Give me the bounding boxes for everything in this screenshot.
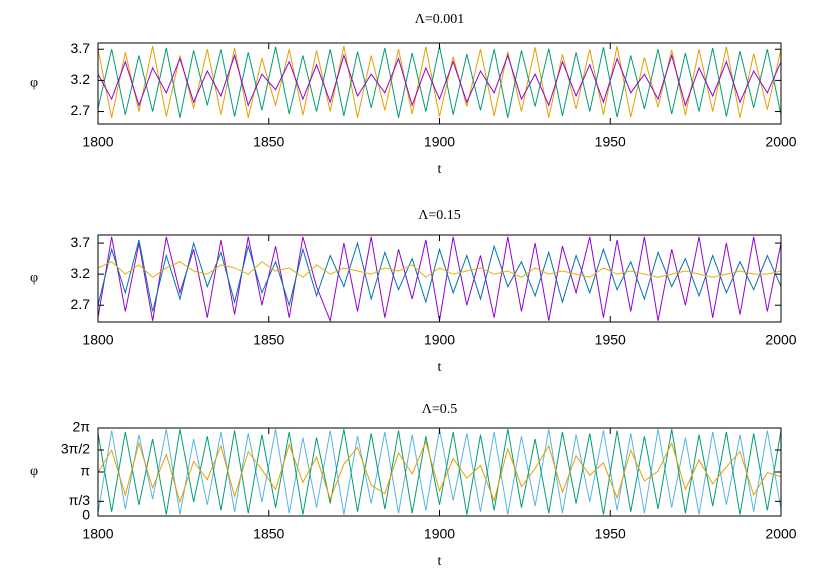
y-tick-label: π: [80, 463, 90, 479]
x-tick-label: 1900: [424, 332, 455, 348]
y-axis-label: φ: [30, 271, 38, 286]
series-line: [98, 440, 781, 504]
x-tick-label: 1850: [253, 332, 284, 348]
series-line: [98, 429, 781, 515]
x-tick-label: 1850: [253, 134, 284, 150]
y-tick-label: 3.2: [71, 71, 91, 87]
chart-title: Λ=0.5: [422, 402, 458, 417]
x-tick-label: 1800: [82, 332, 113, 348]
plot-area: [98, 429, 781, 515]
y-axis-label: φ: [30, 76, 38, 91]
x-tick-label: 1900: [424, 134, 455, 150]
y-axis-label: φ: [30, 464, 38, 479]
x-axis-label: t: [438, 162, 442, 177]
x-tick-label: 2000: [765, 526, 796, 542]
plot-area: [98, 46, 781, 118]
y-tick-label: 0: [82, 507, 90, 523]
x-tick-label: 2000: [765, 134, 796, 150]
y-tick-label: π/3: [69, 492, 91, 508]
y-tick-label: 3.2: [71, 265, 91, 281]
x-tick-label: 1800: [82, 134, 113, 150]
x-tick-label: 1900: [424, 526, 455, 542]
chart-title: Λ=0.15: [418, 208, 461, 223]
chart-title: Λ=0.001: [415, 12, 465, 27]
x-tick-label: 1950: [595, 134, 626, 150]
axes-frame: [97, 234, 782, 323]
y-tick-label: 3.7: [71, 234, 91, 250]
y-tick-label: 2.7: [71, 296, 91, 312]
x-axis-label: t: [438, 360, 442, 375]
axes-frame: [97, 427, 782, 517]
x-axis-label: t: [438, 554, 442, 569]
y-tick-label: 2.7: [71, 102, 91, 118]
axes-frame: [97, 42, 782, 125]
y-tick-label: 3π/2: [61, 441, 90, 457]
series-line: [98, 261, 781, 278]
x-tick-label: 2000: [765, 332, 796, 348]
x-tick-label: 1950: [595, 332, 626, 348]
y-tick-label: 2π: [73, 419, 91, 435]
series-line: [98, 53, 781, 107]
x-tick-label: 1950: [595, 526, 626, 542]
y-tick-label: 3.7: [71, 40, 91, 56]
plot-area: [98, 236, 781, 322]
x-tick-label: 1800: [82, 526, 113, 542]
x-tick-label: 1850: [253, 526, 284, 542]
